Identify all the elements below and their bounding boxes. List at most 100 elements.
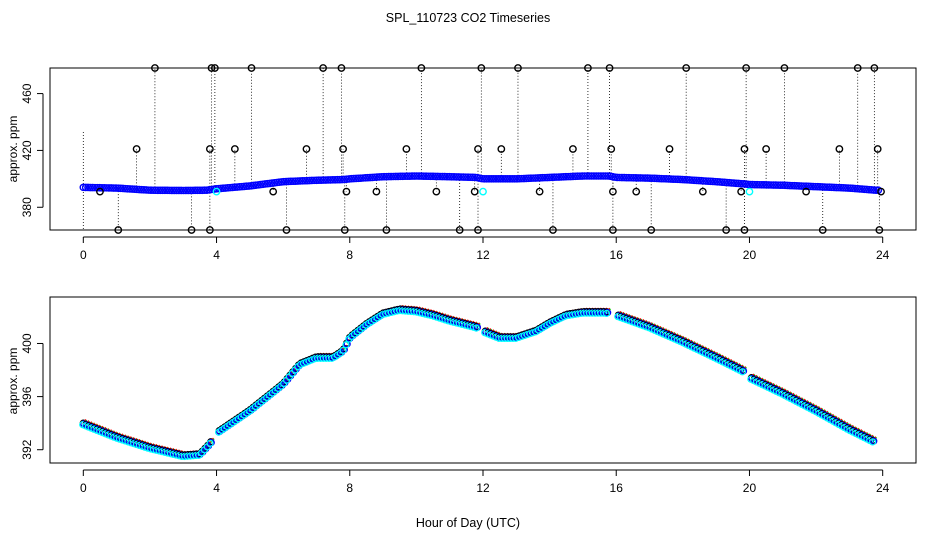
baseline-point (510, 175, 519, 183)
baseline-point (580, 172, 589, 180)
baseline-point (415, 172, 423, 180)
bottom-x-tick-label: 0 (80, 481, 87, 495)
top-x-tick-label: 20 (743, 248, 757, 262)
top-y-tick-label: 420 (20, 140, 34, 160)
chart-title: SPL_110723 CO2 Timeseries (386, 11, 550, 25)
series-point (868, 438, 877, 446)
series-point (600, 309, 608, 317)
baseline-point (764, 181, 773, 189)
baseline-point (172, 186, 181, 195)
baseline-point (312, 176, 321, 185)
baseline-point (107, 184, 116, 192)
upper-spike-point (132, 145, 141, 153)
upper-spike-point (873, 145, 882, 153)
high-outlier-point (207, 64, 216, 72)
baseline-point (620, 173, 629, 182)
baseline-point (151, 186, 160, 195)
baseline-point (461, 173, 470, 181)
baseline-point (771, 181, 780, 189)
baseline-point (326, 176, 335, 184)
baseline-point (592, 172, 601, 180)
baseline-point (98, 183, 106, 192)
upper-spike-point (569, 145, 577, 153)
upper-spike-point (762, 145, 771, 153)
baseline-point (636, 174, 645, 182)
baseline-point (102, 184, 111, 192)
low-outlier-point (114, 226, 123, 234)
baseline-point (457, 173, 465, 181)
top-x-tick-label: 24 (876, 248, 890, 262)
baseline-point (189, 186, 197, 195)
baseline-point (163, 186, 172, 195)
baseline-point (382, 172, 391, 181)
baseline-point (492, 175, 500, 183)
bottom-x-tick-label: 20 (743, 481, 757, 495)
baseline-point (613, 173, 622, 182)
bottom-axes: 0 4 8 12 16 20 24 392 396 400 (20, 333, 890, 495)
baseline-point (412, 172, 421, 180)
baseline-point (333, 175, 342, 184)
baseline-point (109, 184, 118, 192)
baseline-point (424, 172, 433, 181)
top-y-tick-label: 380 (20, 197, 34, 217)
top-panel: approx. ppm 0 4 8 12 16 20 24 380 420 460 (6, 64, 917, 262)
baseline-point (198, 186, 207, 195)
bottom-x-tick-label: 8 (346, 481, 353, 495)
series-point (342, 341, 350, 349)
baseline-point (158, 186, 167, 195)
baseline-point (494, 175, 503, 183)
top-x-tick-label: 8 (346, 248, 353, 262)
low-outlier-point (722, 226, 731, 234)
baseline-point (422, 172, 430, 181)
top-x-tick-label: 16 (610, 248, 624, 262)
bottom-panel: approx. ppm 0 4 8 12 16 20 24 392 396 400 (6, 296, 917, 495)
baseline-point (410, 172, 419, 180)
baseline-point (398, 172, 407, 181)
high-outlier-point (417, 64, 426, 72)
baseline-point (762, 181, 771, 189)
baseline-point (321, 176, 330, 184)
cyan-marker (212, 187, 221, 196)
top-y-axis-label: approx. ppm (6, 116, 20, 183)
baseline-point (433, 172, 442, 181)
baseline-point (156, 186, 165, 195)
upper-spike-point (230, 145, 239, 153)
mid-spike-point (432, 187, 441, 196)
baseline-point (88, 183, 97, 192)
baseline-point (625, 173, 633, 182)
baseline-point (417, 172, 426, 180)
baseline-point (438, 172, 447, 181)
baseline-point (182, 186, 190, 195)
baseline-point (622, 173, 631, 182)
upper-spike-point (607, 145, 616, 153)
baseline-point (618, 173, 626, 182)
low-outlier-point (187, 226, 196, 234)
baseline-point (506, 175, 514, 183)
baseline-point (168, 186, 176, 195)
high-outlier-point (742, 64, 751, 72)
baseline-point (319, 176, 328, 184)
high-outlier-point (337, 64, 346, 72)
high-outlier-point (319, 64, 328, 72)
baseline-point (387, 172, 395, 181)
top-plot-frame (49, 67, 917, 231)
top-x-tick-label: 12 (476, 248, 490, 262)
series-point (602, 309, 611, 318)
baseline-point (482, 175, 491, 183)
bottom-y-tick-label: 396 (20, 386, 34, 406)
baseline-point (601, 172, 610, 180)
mid-spike-point (802, 187, 810, 196)
baseline-point (485, 175, 493, 183)
high-outlier-point (870, 64, 879, 72)
baseline-point (760, 181, 768, 189)
low-outlier-point (205, 226, 214, 234)
series-point (738, 368, 746, 376)
baseline-point (179, 186, 188, 195)
baseline-point (578, 172, 587, 180)
cyan-marker (479, 187, 487, 196)
baseline-point (314, 176, 323, 185)
high-outlier-point (682, 64, 691, 72)
baseline-point (184, 186, 193, 195)
baseline-point (748, 180, 757, 189)
